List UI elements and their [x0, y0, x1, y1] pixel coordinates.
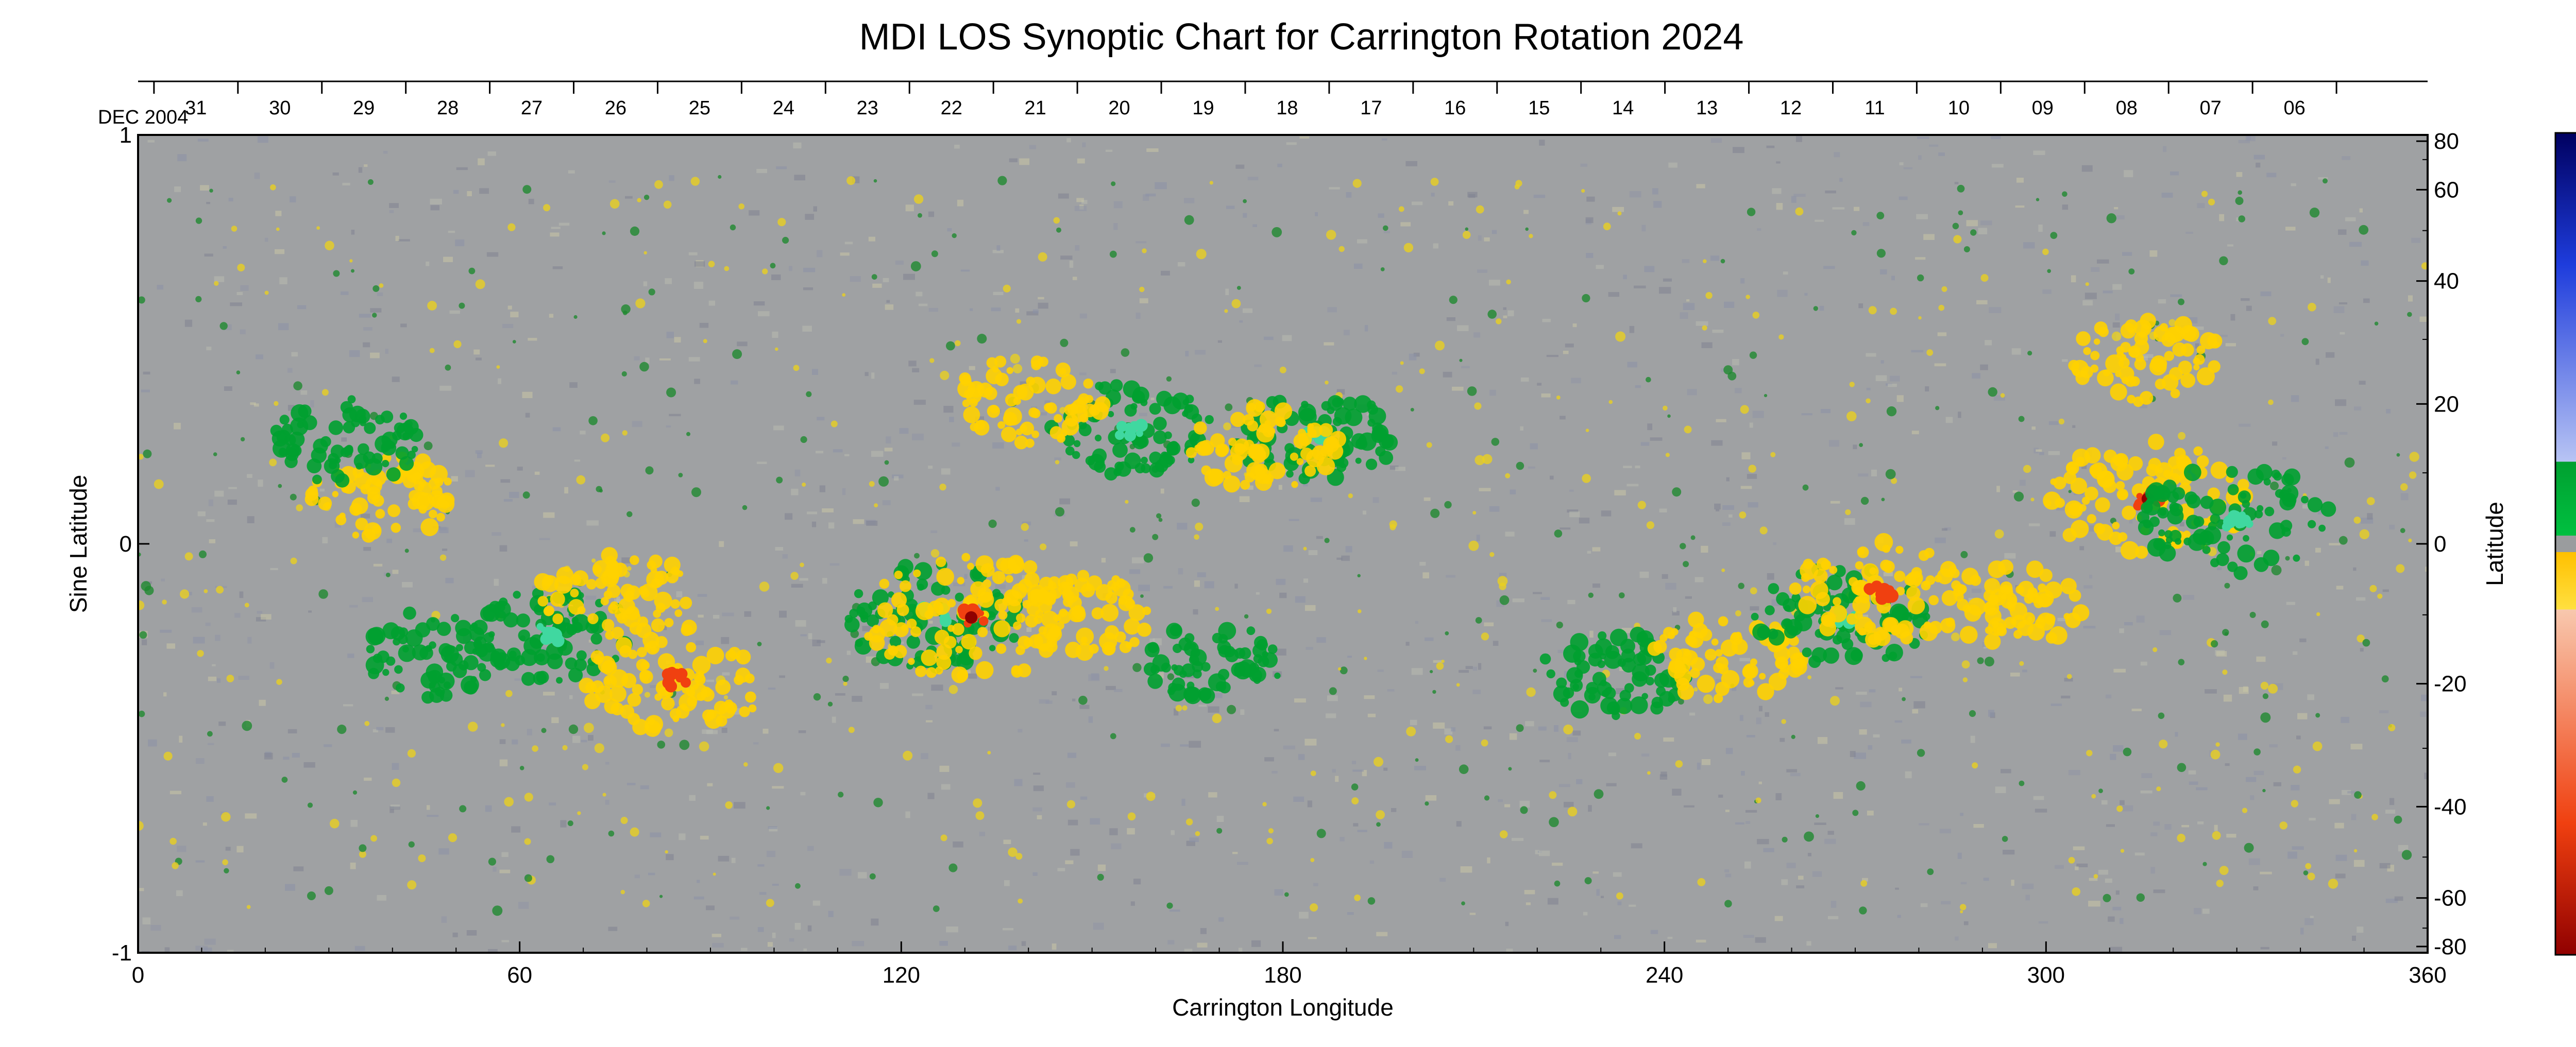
day-label: 19: [1192, 97, 1214, 119]
day-label: 31: [185, 97, 207, 119]
y-tick-label: 0: [120, 531, 132, 557]
y-axis-right: 80 60 40 20 0 -20 -40 -60 -80: [2416, 129, 2467, 959]
active-region: [1143, 622, 1281, 705]
x-tick-label: 240: [1646, 963, 1683, 988]
day-label: 14: [1612, 97, 1634, 119]
active-region: [2137, 464, 2336, 580]
x-axis: 0 60 120 180 240 300 360: [132, 941, 2447, 988]
day-label: 22: [941, 97, 962, 119]
active-region: [1185, 399, 1346, 493]
day-label: 08: [2116, 97, 2138, 119]
month-label: DEC 2004: [98, 107, 188, 128]
x-tick-label: 120: [883, 963, 920, 988]
active-region: [534, 547, 692, 640]
lat-tick-label: 80: [2434, 129, 2459, 154]
lat-tick-label: 40: [2434, 269, 2459, 294]
y-tick-label: 1: [120, 123, 132, 148]
plot-area: [138, 135, 2428, 953]
x-tick-label: 0: [132, 963, 144, 988]
lat-tick-label: 60: [2434, 177, 2459, 202]
day-label: 09: [2032, 97, 2054, 119]
colorbar: 150010005000-500-1000-1500: [2554, 132, 2576, 956]
day-label: 23: [857, 97, 878, 119]
colorbar-gradient: [2554, 132, 2576, 956]
day-label: 24: [773, 97, 794, 119]
lat-tick-label: 0: [2434, 531, 2446, 557]
top-date-axis: 31 30 29 28 27 26 25 24 23 22 21 20 19 18 17 16 15 14 13 12…: [98, 80, 2428, 128]
day-label: 26: [605, 97, 626, 119]
day-label: 29: [353, 97, 375, 119]
day-label: 16: [1444, 97, 1466, 119]
day-label: 15: [1528, 97, 1550, 119]
x-tick-label: 360: [2409, 963, 2446, 988]
active-region: [365, 606, 511, 704]
day-label: 06: [2283, 97, 2305, 119]
day-label: 21: [1024, 97, 1046, 119]
active-region: [579, 620, 757, 737]
y-axis-label: Sine Latitude: [65, 475, 92, 613]
lat-tick-label: -60: [2434, 886, 2467, 911]
x-axis-label: Carrington Longitude: [1172, 994, 1394, 1021]
day-label: 17: [1360, 97, 1382, 119]
x-tick-label: 180: [1264, 963, 1301, 988]
day-label: 28: [437, 97, 459, 119]
lat-tick-label: -80: [2434, 934, 2467, 959]
active-region: [270, 395, 423, 488]
active-region: [304, 451, 455, 543]
day-label: 07: [2200, 97, 2222, 119]
active-region: [1002, 570, 1151, 661]
day-label: 20: [1108, 97, 1130, 119]
active-region: [1951, 559, 2090, 650]
y-tick-label: -1: [112, 940, 132, 966]
lat-tick-label: -40: [2434, 794, 2467, 819]
x-tick-label: 60: [507, 963, 532, 988]
day-label: 13: [1696, 97, 1718, 119]
day-label: 27: [521, 97, 543, 119]
day-label: 10: [1948, 97, 1970, 119]
day-label: 11: [1865, 97, 1885, 119]
y2-axis-label: Latitude: [2481, 502, 2508, 586]
lat-tick-label: -20: [2434, 672, 2467, 697]
y-axis-left: -1 0 1: [112, 123, 149, 966]
day-label: 12: [1780, 97, 1802, 119]
lat-tick-label: 20: [2434, 391, 2459, 417]
day-label: 18: [1276, 97, 1298, 119]
day-label: 30: [269, 97, 291, 119]
day-label: 25: [689, 97, 710, 119]
chart-title: MDI LOS Synoptic Chart for Carrington Ro…: [859, 16, 1744, 58]
x-tick-label: 300: [2027, 963, 2065, 988]
active-region: [2068, 313, 2223, 407]
active-region: [957, 355, 1111, 450]
